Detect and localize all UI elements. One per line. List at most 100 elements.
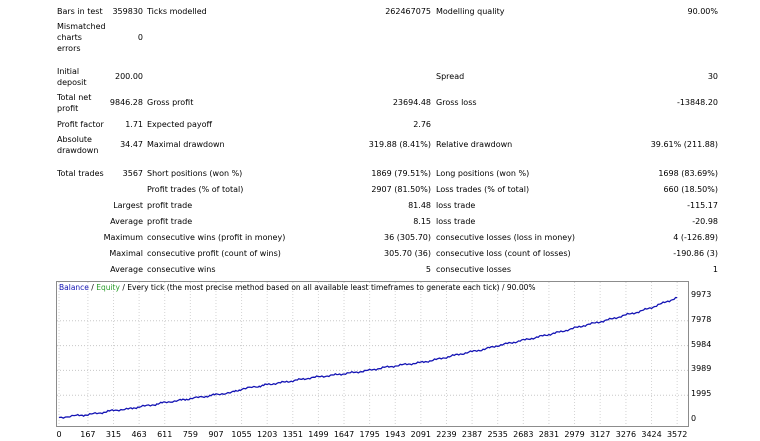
x-tick-label: 2979 — [564, 430, 585, 439]
bars-in-test-label: Bars in test — [57, 7, 103, 16]
total-net-profit-label-1: Total net — [57, 93, 92, 102]
maximal-drawdown-label: Maximal drawdown — [147, 140, 225, 149]
balance-chart-svg — [57, 282, 688, 426]
maximal-profit-label: consecutive profit (count of wins) — [147, 249, 281, 258]
average-profit-label: profit trade — [147, 217, 193, 226]
largest-profit-label: profit trade — [147, 201, 193, 210]
total-net-profit-value: 9846.28 — [109, 98, 143, 107]
largest-profit-value: 81.48 — [408, 201, 431, 210]
series-line-balance — [58, 296, 678, 419]
profit-trades-label: Profit trades (% of total) — [147, 185, 244, 194]
maximum-wins-label: consecutive wins (profit in money) — [147, 233, 286, 242]
maximal-drawdown-value: 319.88 (8.41%) — [368, 140, 431, 149]
x-tick-label: 2535 — [487, 430, 508, 439]
maximum-losses-label: consecutive losses (loss in money) — [436, 233, 576, 242]
x-tick-label: 759 — [182, 430, 198, 439]
initial-deposit-label-1: Initial — [57, 67, 80, 76]
modelling-quality-value: 90.00% — [687, 7, 718, 16]
gross-loss-value: -13848.20 — [676, 98, 718, 107]
y-tick-label: 0 — [691, 414, 697, 423]
expected-payoff-value: 2.76 — [413, 120, 431, 129]
profit-factor-label: Profit factor — [57, 120, 104, 129]
mismatched-label-3: errors — [57, 44, 81, 53]
x-tick-label: 907 — [208, 430, 224, 439]
x-tick-label: 3572 — [666, 430, 688, 439]
relative-drawdown-label: Relative drawdown — [436, 140, 513, 149]
total-trades-value: 3567 — [122, 169, 143, 178]
spread-label: Spread — [436, 72, 465, 81]
mismatched-value: 0 — [137, 33, 143, 42]
gross-profit-value: 23694.48 — [392, 98, 431, 107]
average-consec-wins-value: 5 — [425, 265, 431, 274]
ticks-modelled-label: Ticks modelled — [147, 7, 207, 16]
x-tick-label: 1499 — [308, 430, 329, 439]
x-tick-label: 2387 — [461, 430, 483, 439]
x-tick-label: 611 — [157, 430, 173, 439]
long-positions-label: Long positions (won %) — [436, 169, 530, 178]
x-tick-label: 1055 — [231, 430, 252, 439]
largest-loss-value: -115.17 — [687, 201, 718, 210]
x-tick-label: 0 — [56, 430, 62, 439]
x-tick-label: 1203 — [256, 430, 278, 439]
x-tick-label: 3127 — [589, 430, 611, 439]
maximal-loss-value: -190.86 (3) — [673, 249, 718, 258]
x-tick-label: 2091 — [410, 430, 432, 439]
mismatched-label-2: charts — [57, 33, 82, 42]
modelling-quality-label: Modelling quality — [436, 7, 505, 16]
x-tick-label: 3276 — [615, 430, 637, 439]
y-tick-label: 5984 — [691, 339, 712, 349]
x-tick-label: 2683 — [513, 430, 534, 439]
relative-drawdown-value: 39.61% (211.88) — [650, 140, 718, 149]
ticks-modelled-value: 262467075 — [385, 7, 431, 16]
chart-legend: Balance / Equity / Every tick (the most … — [59, 283, 536, 292]
x-tick-label: 2239 — [436, 430, 457, 439]
average-consec-losses-label: consecutive losses — [436, 265, 512, 274]
x-tick-label: 1795 — [359, 430, 380, 439]
maximum-losses-value: 4 (-126.89) — [673, 233, 718, 242]
spread-value: 30 — [707, 72, 718, 81]
initial-deposit-value: 200.00 — [115, 72, 143, 81]
total-net-profit-label-2: profit — [57, 104, 79, 113]
balance-chart — [56, 281, 689, 427]
x-tick-label: 1647 — [333, 430, 355, 439]
total-trades-label: Total trades — [57, 169, 104, 178]
average-consec-losses-value: 1 — [712, 265, 718, 274]
gross-loss-label: Gross loss — [436, 98, 477, 107]
maximum-wins-value: 36 (305.70) — [384, 233, 431, 242]
average-profit-value: 8.15 — [413, 217, 431, 226]
legend-description: / Every tick (the most precise method ba… — [119, 283, 536, 292]
x-tick-label: 2831 — [538, 430, 560, 439]
gross-profit-label: Gross profit — [147, 98, 194, 107]
short-positions-label: Short positions (won %) — [147, 169, 243, 178]
maximal-profit-value: 305.70 (36) — [384, 249, 431, 258]
x-tick-label: 3424 — [641, 430, 662, 439]
x-tick-label: 463 — [131, 430, 147, 439]
legend-balance: Balance — [59, 283, 89, 292]
maximal-prefix: Maximal — [109, 249, 143, 258]
absolute-drawdown-label-2: drawdown — [57, 146, 99, 155]
average-loss-label: loss trade — [436, 217, 476, 226]
profit-factor-value: 1.71 — [125, 120, 143, 129]
x-tick-label: 1943 — [385, 430, 406, 439]
average-consec-prefix: Average — [110, 265, 143, 274]
x-tick-label: 315 — [105, 430, 122, 439]
average-consec-wins-label: consecutive wins — [147, 265, 216, 274]
bars-in-test-value: 359830 — [112, 7, 143, 16]
mismatched-label-1: Mismatched — [57, 22, 106, 31]
maximal-loss-label: consecutive loss (count of losses) — [436, 249, 571, 258]
y-tick-label: 7978 — [691, 314, 712, 324]
average-prefix: Average — [110, 217, 143, 226]
largest-prefix: Largest — [113, 201, 143, 210]
legend-sep: / — [88, 283, 97, 292]
loss-trades-value: 660 (18.50%) — [663, 185, 718, 194]
x-tick-label: 1351 — [282, 430, 303, 439]
legend-equity: Equity — [96, 283, 120, 292]
maximum-prefix: Maximum — [103, 233, 143, 242]
largest-loss-label: loss trade — [436, 201, 476, 210]
short-positions-value: 1869 (79.51%) — [371, 169, 431, 178]
y-tick-label: 3989 — [691, 364, 712, 374]
average-loss-value: -20.98 — [692, 217, 718, 226]
profit-trades-value: 2907 (81.50%) — [371, 185, 431, 194]
initial-deposit-label-2: deposit — [57, 78, 87, 87]
x-tick-label: 167 — [80, 430, 96, 439]
